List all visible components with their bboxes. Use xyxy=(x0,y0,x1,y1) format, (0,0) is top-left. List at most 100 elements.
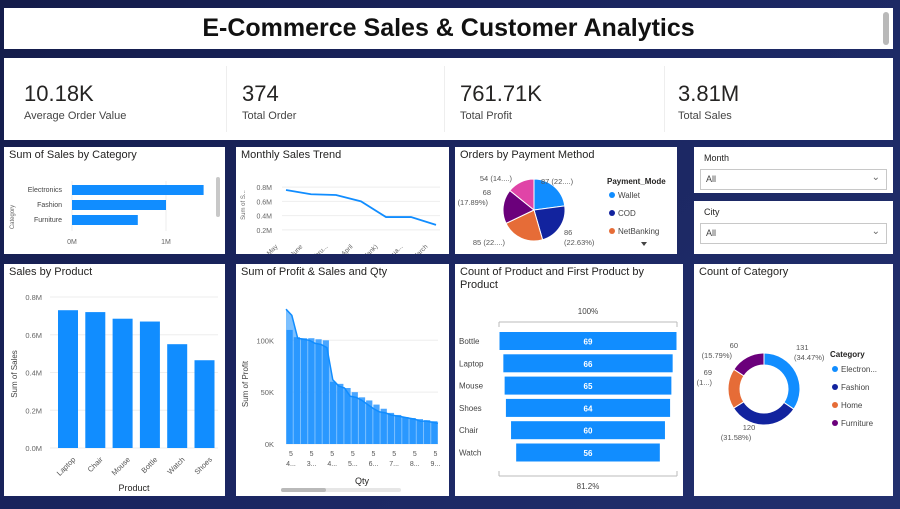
data-label: 54 (14....) xyxy=(480,174,513,183)
donut-slice xyxy=(732,401,795,426)
area-line xyxy=(285,308,439,424)
category-label: Watch xyxy=(459,449,481,458)
chart-title: Count of Category xyxy=(699,266,789,278)
data-label: 131 xyxy=(796,343,809,352)
x-tick-label: (Blank) xyxy=(360,243,380,254)
funnel-bar xyxy=(503,354,673,373)
y-tick-label: 50K xyxy=(261,388,274,397)
monthly-sales-trend-chart[interactable]: Sum of S... 0.2M 0.4M 0.6M 0.8M May June Febru.… xyxy=(236,147,449,254)
funnel-bar xyxy=(516,443,660,462)
legend-marker xyxy=(832,420,838,426)
chart-title: Orders by Payment Method xyxy=(460,149,595,161)
y-tick-label: 100K xyxy=(256,336,274,345)
slicer-label: City xyxy=(704,207,720,217)
kpi-label: Total Sales xyxy=(678,110,732,122)
series-line xyxy=(285,189,437,226)
bar xyxy=(139,321,160,448)
chart-title: Sales by Product xyxy=(9,266,93,278)
x-tick-label: 5... xyxy=(348,461,358,468)
kpi-total-profit: 761.71K Total Profit xyxy=(440,58,658,140)
x-tick-label: Chair xyxy=(86,455,105,474)
chart-title: Monthly Sales Trend xyxy=(241,149,342,161)
bar xyxy=(167,344,188,448)
bar xyxy=(112,318,133,448)
month-dropdown[interactable]: All ⌄ xyxy=(700,169,887,190)
y-axis-label: Sum of Profit xyxy=(241,360,250,407)
funnel-bar xyxy=(504,376,672,395)
count-of-category-chart[interactable]: 131(34.47%) 120(31.58%) 69(1...) 60(15.79%)… xyxy=(694,264,893,496)
funnel-bar xyxy=(505,398,671,417)
scrollbar xyxy=(216,177,220,217)
data-label: 87 (22....) xyxy=(541,177,574,186)
kpi-total-order: 374 Total Order xyxy=(222,58,440,140)
pie-slice xyxy=(509,178,535,212)
funnel-bottom-label: 81.2% xyxy=(577,482,600,491)
legend-item: Electron... xyxy=(841,365,877,374)
header-scrollbar[interactable] xyxy=(883,12,889,45)
kpi-label: Average Order Value xyxy=(24,110,127,122)
bar xyxy=(72,200,166,210)
bar xyxy=(72,185,204,195)
profit-sales-qty-chart[interactable]: Sum of Profit 0K 50K 100K 5 4... 5 3... 5 4... 5 5.… xyxy=(236,264,449,496)
slicer-label: Month xyxy=(704,153,730,163)
y-axis-label: Sum of Sales xyxy=(10,350,19,398)
data-label: 60 xyxy=(584,427,593,436)
legend-item: Home xyxy=(841,401,863,410)
count-of-category-card: Count of Category 131 (34.47%) 120 (31.58%)… xyxy=(694,264,893,496)
kpi-value: 761.71K xyxy=(460,81,542,106)
x-tick-label: 6... xyxy=(369,461,379,468)
x-tick-label: 5 xyxy=(433,451,437,458)
data-label: (34.47%) xyxy=(794,353,825,362)
product-funnel-card: Count of Product and First Product by Pr… xyxy=(455,264,683,496)
city-dropdown[interactable]: All ⌄ xyxy=(700,223,887,244)
pie-slice xyxy=(505,209,544,242)
x-tick-label: Febru... xyxy=(309,243,330,254)
kpi-value: 3.81M xyxy=(678,81,740,106)
legend-marker xyxy=(832,384,838,390)
city-dropdown-value: All xyxy=(706,228,717,238)
month-slicer: Month All ⌄ xyxy=(694,147,893,193)
y-tick-label: 0.4M xyxy=(256,214,272,221)
x-tick-label: 5 xyxy=(351,451,355,458)
data-label: 69 xyxy=(584,338,593,347)
kpi-divider xyxy=(664,66,665,132)
x-tick-label: 5 xyxy=(413,451,417,458)
x-tick-label: Laptop xyxy=(55,455,78,478)
orders-by-payment-chart[interactable]: 87 (22....) 86(22.63%) 85 (22....) 68(17.89… xyxy=(455,147,677,254)
funnel-bar xyxy=(499,332,677,350)
scrollbar-thumb xyxy=(281,488,326,492)
chart-title: Count of Product and First Product by Pr… xyxy=(460,266,645,291)
kpi-label: Total Profit xyxy=(460,110,512,122)
x-tick-label: May xyxy=(266,243,280,254)
y-tick-label: 0.6M xyxy=(25,331,42,340)
data-label: (15.79%) xyxy=(702,351,733,360)
y-tick-label: 0.6M xyxy=(256,199,272,206)
x-axis-label: Product xyxy=(118,483,150,493)
bar xyxy=(194,360,215,448)
data-label: (1...) xyxy=(697,378,713,387)
city-slicer: City All ⌄ xyxy=(694,201,893,254)
y-tick-label: 0.2M xyxy=(256,228,272,235)
data-label: (22.63%) xyxy=(564,238,595,247)
sales-by-category-card: Sum of Sales by Category Category 0M 1M Ele… xyxy=(4,147,225,254)
x-tick-label: Janua... xyxy=(383,243,404,254)
sales-by-product-chart[interactable]: Sum of Sales 0.0M 0.2M 0.4M 0.6M 0.8M Laptop Ch… xyxy=(4,264,225,496)
bar xyxy=(72,215,138,225)
product-funnel-chart[interactable]: 100% Bottle 69 Laptop 66 Mouse 65 Shoes 64 Chair 6… xyxy=(455,264,683,496)
y-tick-label: 0.2M xyxy=(25,406,42,415)
sales-by-category-chart[interactable]: Category 0M 1M Electronics Fashion Furniture xyxy=(4,147,225,254)
data-label: 120 xyxy=(743,423,756,432)
data-label: 66 xyxy=(584,360,593,369)
legend-title: Payment_Mode xyxy=(607,177,666,186)
y-tick-label: 0.4M xyxy=(25,369,42,378)
category-label: Electronics xyxy=(28,187,63,194)
legend-more-icon xyxy=(641,242,647,246)
orders-by-payment-card: Orders by Payment Method 87 (22....) 86 (2… xyxy=(455,147,677,254)
category-label: Chair xyxy=(459,426,478,435)
legend-marker xyxy=(609,192,615,198)
donut-slice xyxy=(727,368,745,409)
kpi-label: Total Order xyxy=(242,110,297,122)
x-tick-label: 5 xyxy=(372,451,376,458)
x-tick-label: 5 xyxy=(330,451,334,458)
x-tick-label: 9... xyxy=(431,461,441,468)
